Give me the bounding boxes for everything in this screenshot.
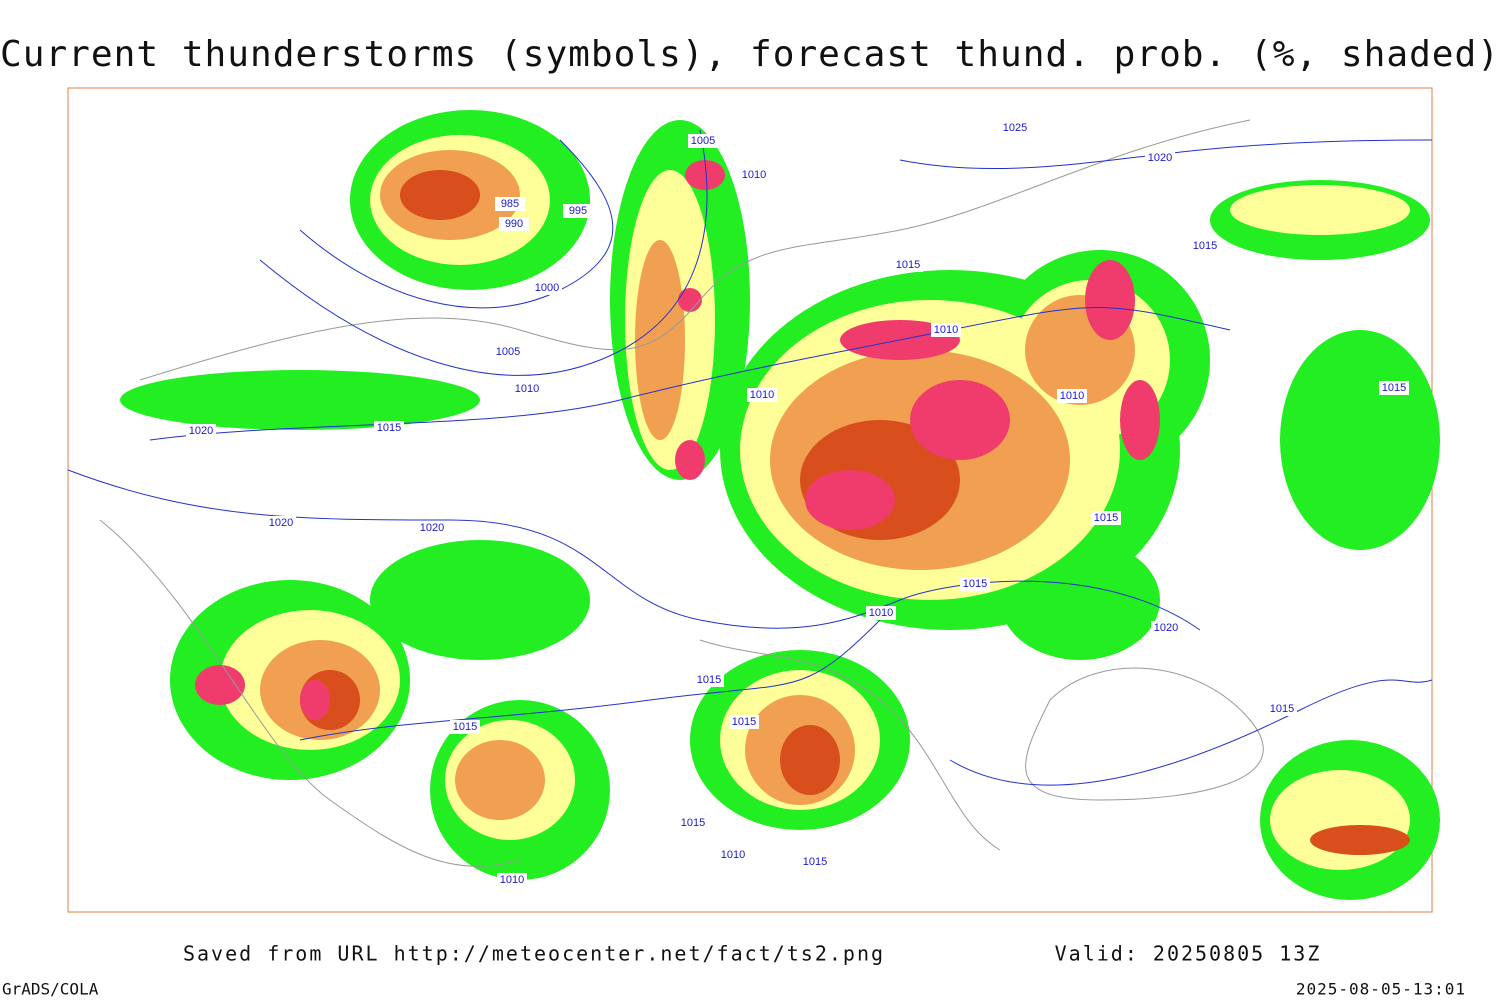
isobar-label-bg <box>866 606 896 620</box>
isobar-label-bg <box>931 323 961 337</box>
isobar-label: 1010 <box>515 383 539 395</box>
isobar-label-bg <box>688 134 718 148</box>
isobar-label: 1015 <box>1382 382 1406 394</box>
isobar-label-group: 1025 1020 1005 1010 985 995 990 1000 1005 1010 101… <box>186 121 1409 887</box>
isobar-label: 1010 <box>742 169 766 181</box>
isobar-label: 1020 <box>189 425 213 437</box>
source-url: Saved from URL http://meteocenter.net/fa… <box>183 942 885 966</box>
isobar-label-bg <box>739 168 769 182</box>
isobar-label: 1015 <box>963 578 987 590</box>
isobars <box>67 129 1433 786</box>
isobar-label-bg <box>678 816 708 830</box>
isobar-label: 1015 <box>1270 703 1294 715</box>
isobar-label: 1005 <box>496 346 520 358</box>
isobar-label-bg <box>729 715 759 729</box>
isobar-label-bg <box>1000 121 1030 135</box>
timestamp: 2025-08-05-13:01 <box>1296 980 1466 999</box>
isobar-label-bg <box>694 673 724 687</box>
software-credit: GrADS/COLA <box>2 980 99 999</box>
isobar-label-bg <box>497 873 527 887</box>
isobar-label: 985 <box>501 198 519 210</box>
isobar-label: 990 <box>505 218 523 230</box>
isobar-label-bg <box>493 345 523 359</box>
isobar-label-bg <box>718 848 748 862</box>
isobar-label-bg <box>186 424 216 438</box>
isobar-label-bg <box>800 855 830 869</box>
isobar-label-bg <box>499 217 529 231</box>
isobar-label: 1025 <box>1003 122 1027 134</box>
isobar-label: 1015 <box>697 674 721 686</box>
isobar-label: 1015 <box>732 716 756 728</box>
valid-time: Valid: 20250805 13Z <box>1055 942 1322 966</box>
isobar-label-bg <box>266 516 296 530</box>
isobar-label: 1015 <box>896 259 920 271</box>
map-title: Current thunderstorms (symbols), forecas… <box>0 34 1500 75</box>
isobar-label-bg <box>960 577 990 591</box>
isobar-label-bg <box>532 281 562 295</box>
isobar-label: 1020 <box>1148 152 1172 164</box>
isobar-label-bg <box>893 258 923 272</box>
isobar-label-bg <box>495 197 525 211</box>
isobar-label: 1020 <box>1154 622 1178 634</box>
isobar-label-bg <box>1379 381 1409 395</box>
isobar-label: 1000 <box>535 282 559 294</box>
isobar-label-bg <box>1091 511 1121 525</box>
isobar-label: 995 <box>569 205 587 217</box>
isobar-label: 1015 <box>1193 240 1217 252</box>
isobar-label: 1020 <box>420 522 444 534</box>
isobar-label: 1015 <box>453 721 477 733</box>
isobar-label: 1015 <box>377 422 401 434</box>
isobar-label-bg <box>512 382 542 396</box>
isobar-label-bg <box>563 204 593 218</box>
isobar-label: 1015 <box>681 817 705 829</box>
isobar-label: 1010 <box>1060 390 1084 402</box>
isobar-label: 1005 <box>691 135 715 147</box>
isobar-label-bg <box>1267 702 1297 716</box>
map-area: 1025 1020 1005 1010 985 995 990 1000 1005 1010 101… <box>67 87 1440 913</box>
isobar-label: 1020 <box>269 517 293 529</box>
isobar-label-bg <box>1145 151 1175 165</box>
isobar-label-bg <box>417 521 447 535</box>
isobar-label-bg <box>1057 389 1087 403</box>
isobar-label: 1010 <box>721 849 745 861</box>
isobar-label: 1010 <box>750 389 774 401</box>
isobar-label-bg <box>1190 239 1220 253</box>
isobar-label-bg <box>450 720 480 734</box>
isobar-label: 1015 <box>1094 512 1118 524</box>
isobar-label: 1010 <box>500 874 524 886</box>
isobar-label: 1010 <box>934 324 958 336</box>
isobar-label-bg <box>1151 621 1181 635</box>
isobar-label-bg <box>374 421 404 435</box>
isobar-label: 1010 <box>869 607 893 619</box>
coastlines <box>99 119 1264 867</box>
isobar-label-bg <box>747 388 777 402</box>
isobar-label: 1015 <box>803 856 827 868</box>
storm-symbols <box>195 160 1160 720</box>
